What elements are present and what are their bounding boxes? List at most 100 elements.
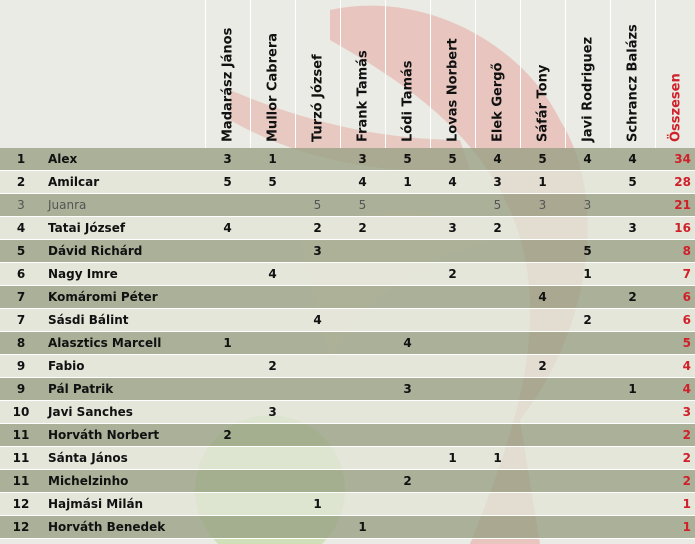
table-row: 12 Hajmási Milán 1 1 bbox=[0, 493, 695, 516]
total-title: Összesen bbox=[668, 73, 683, 142]
score: 4 bbox=[358, 175, 367, 189]
judge-header: Turzó József bbox=[295, 0, 340, 148]
rank: 11 bbox=[12, 428, 30, 442]
table-row: 11 Sánta János 1 1 2 bbox=[0, 447, 695, 470]
score: 2 bbox=[268, 359, 277, 373]
table-row: 12 Horváth Benedek 1 1 bbox=[0, 516, 695, 539]
score: 1 bbox=[628, 382, 637, 396]
judge-header: Sáfár Tony bbox=[520, 0, 565, 148]
player-name: Horváth Benedek bbox=[48, 520, 166, 534]
table-row: 7 Komáromi Péter 4 2 6 bbox=[0, 286, 695, 309]
table-row: 10 Javi Sanches 3 3 bbox=[0, 401, 695, 424]
table-row: 7 Sásdi Bálint 4 2 6 bbox=[0, 309, 695, 332]
judge-name: Lódi Tamás bbox=[400, 60, 416, 142]
score: 2 bbox=[583, 313, 592, 327]
score: 1 bbox=[358, 520, 367, 534]
score: 4 bbox=[223, 221, 232, 235]
score: 1 bbox=[313, 497, 322, 511]
score: 2 bbox=[403, 474, 412, 488]
rank: 11 bbox=[12, 451, 30, 465]
total: 4 bbox=[682, 382, 691, 396]
judge-name: Lovas Norbert bbox=[445, 38, 461, 142]
score: 4 bbox=[313, 313, 322, 327]
player-name: Alasztics Marcell bbox=[48, 336, 162, 350]
judge-header: Lódi Tamás bbox=[385, 0, 430, 148]
score: 3 bbox=[448, 221, 457, 235]
player-name: Michelzinho bbox=[48, 474, 129, 488]
score: 5 bbox=[493, 198, 502, 212]
table-row: 2 Amilcar 5 5 4 1 4 3 1 5 28 bbox=[0, 171, 695, 194]
judge-header: Mullor Cabrera bbox=[250, 0, 295, 148]
player-name: Amilcar bbox=[48, 175, 100, 189]
score: 5 bbox=[448, 152, 457, 166]
score: 2 bbox=[313, 221, 322, 235]
judge-name: Mullor Cabrera bbox=[265, 32, 281, 142]
table-row: 11 Michelzinho 2 2 bbox=[0, 470, 695, 493]
table-row: 6 Nagy Imre 4 2 1 7 bbox=[0, 263, 695, 286]
score: 3 bbox=[538, 198, 547, 212]
score: 5 bbox=[628, 175, 637, 189]
rank: 11 bbox=[12, 474, 30, 488]
player-name: Javi Sanches bbox=[48, 405, 133, 419]
player-name: Tatai József bbox=[48, 221, 126, 235]
score: 1 bbox=[493, 451, 502, 465]
judge-header: Lovas Norbert bbox=[430, 0, 475, 148]
total: 4 bbox=[682, 359, 691, 373]
score: 3 bbox=[223, 152, 232, 166]
total: 8 bbox=[682, 244, 691, 258]
rank: 3 bbox=[17, 198, 25, 212]
table-row: 9 Pál Patrik 3 1 4 bbox=[0, 378, 695, 401]
score: 4 bbox=[583, 152, 592, 166]
score: 3 bbox=[583, 198, 592, 212]
total: 2 bbox=[682, 474, 691, 488]
judge-header: Javi Rodriguez bbox=[565, 0, 610, 148]
total-header: Összesen bbox=[655, 0, 695, 148]
rank: 9 bbox=[16, 382, 26, 396]
rank: 8 bbox=[16, 336, 26, 350]
table-row: 8 Alasztics Marcell 1 4 5 bbox=[0, 332, 695, 355]
score: 1 bbox=[583, 267, 592, 281]
table-row: 1 Alex 3 1 3 5 5 4 5 4 4 34 bbox=[0, 148, 695, 171]
score: 5 bbox=[403, 152, 412, 166]
rank: 5 bbox=[16, 244, 26, 258]
score: 1 bbox=[448, 451, 457, 465]
total: 3 bbox=[682, 405, 691, 419]
rank: 4 bbox=[16, 221, 26, 235]
player-name: Juanra bbox=[48, 198, 87, 212]
score: 2 bbox=[448, 267, 457, 281]
table-row: 5 Dávid Richárd 3 5 8 bbox=[0, 240, 695, 263]
judge-header: Elek Gergő bbox=[475, 0, 520, 148]
score: 2 bbox=[538, 359, 547, 373]
total: 28 bbox=[674, 175, 691, 189]
score: 5 bbox=[268, 175, 277, 189]
total: 2 bbox=[682, 451, 691, 465]
total: 5 bbox=[682, 336, 691, 350]
judge-header: Frank Tamás bbox=[340, 0, 385, 148]
score: 2 bbox=[493, 221, 502, 235]
player-name: Sásdi Bálint bbox=[48, 313, 129, 327]
judge-name: Schrancz Balázs bbox=[625, 24, 641, 142]
player-name: Alex bbox=[48, 152, 78, 166]
score: 4 bbox=[403, 336, 412, 350]
total: 6 bbox=[682, 313, 691, 327]
score: 5 bbox=[538, 152, 547, 166]
score: 1 bbox=[223, 336, 232, 350]
player-name: Pál Patrik bbox=[48, 382, 114, 396]
player-name: Fabio bbox=[48, 359, 85, 373]
total: 16 bbox=[674, 221, 691, 235]
score: 4 bbox=[628, 152, 637, 166]
total: 34 bbox=[674, 152, 691, 166]
score: 2 bbox=[628, 290, 637, 304]
total: 7 bbox=[682, 267, 691, 281]
player-name: Dávid Richárd bbox=[48, 244, 143, 258]
score: 3 bbox=[403, 382, 412, 396]
player-name: Komáromi Péter bbox=[48, 290, 158, 304]
score: 4 bbox=[538, 290, 547, 304]
score: 1 bbox=[268, 152, 277, 166]
score: 1 bbox=[538, 175, 547, 189]
rank: 9 bbox=[16, 359, 26, 373]
player-name: Nagy Imre bbox=[48, 267, 118, 281]
score: 2 bbox=[223, 428, 232, 442]
rank: 12 bbox=[12, 497, 30, 511]
score: 1 bbox=[403, 175, 412, 189]
